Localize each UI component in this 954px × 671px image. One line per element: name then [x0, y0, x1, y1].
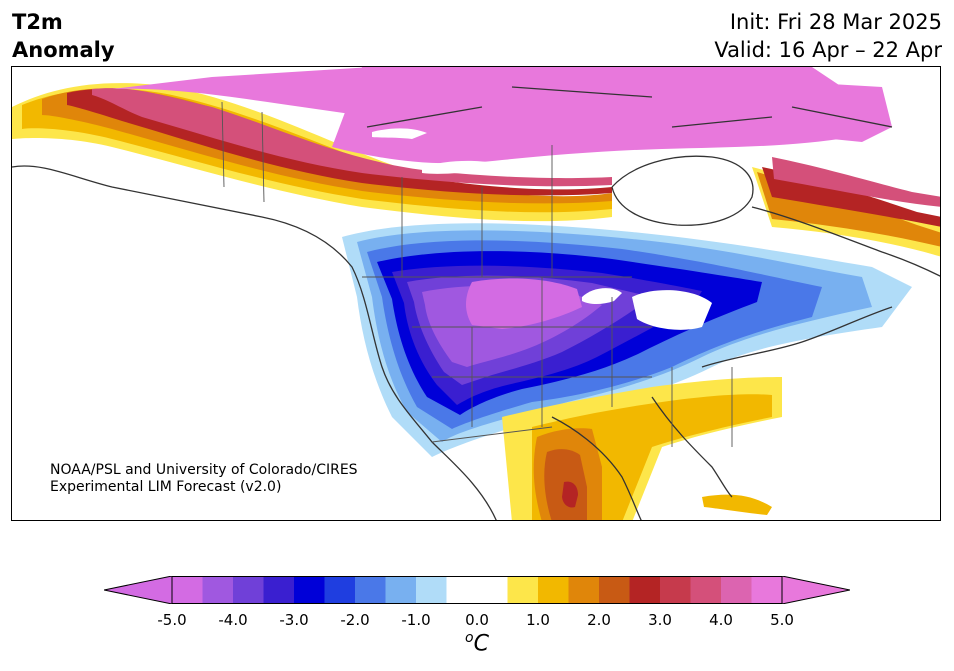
colorbar-tick-label: 0.0 [465, 611, 489, 629]
colorbar-tick-label: -1.0 [401, 611, 431, 629]
credit-line-1: NOAA/PSL and University of Colorado/CIRE… [50, 462, 358, 478]
valid-range: Valid: 16 Apr – 22 Apr [714, 38, 942, 62]
borders [221, 101, 733, 447]
colorbar-cell [324, 576, 356, 604]
colorbar-tick-label: 1.0 [526, 611, 550, 629]
colorbar-cell [660, 576, 691, 604]
colorbar-tick-label: 4.0 [709, 611, 733, 629]
map-canvas [12, 67, 940, 520]
colorbar-cell [538, 576, 569, 604]
colorbar-tick-label: -3.0 [279, 611, 309, 629]
colorbar-cells [172, 576, 783, 604]
colorbar-cell [507, 576, 539, 604]
map-title: T2m Anomaly [12, 8, 115, 64]
colorbar-cell [385, 576, 417, 604]
colorbar-over-arrow [781, 576, 850, 604]
coastlines [12, 86, 940, 520]
init-date: Init: Fri 28 Mar 2025 [729, 10, 942, 34]
colorbar-tick-label: 5.0 [770, 611, 794, 629]
anomaly-map: NOAA/PSL and University of Colorado/CIRE… [11, 66, 941, 521]
colorbar-cell [568, 576, 600, 604]
colorbar-tick-label: -4.0 [218, 611, 248, 629]
colorbar-cell [446, 576, 478, 604]
forecast-dates: Init: Fri 28 Mar 2025 Valid: 16 Apr – 22… [714, 8, 942, 64]
colorbar-cell [233, 576, 264, 604]
colorbar-cell [629, 576, 661, 604]
colorbar-cell [599, 576, 630, 604]
data-credit: NOAA/PSL and University of Colorado/CIRE… [50, 462, 358, 496]
colorbar-tick-label: 3.0 [648, 611, 672, 629]
unit-label: oC [0, 630, 954, 656]
colorbar-cell [263, 576, 295, 604]
colorbar-cell [721, 576, 752, 604]
colorbar-cell [751, 576, 783, 604]
colorbar-cell [690, 576, 722, 604]
title-line-2: Anomaly [12, 38, 115, 62]
colorbar-cell [477, 576, 508, 604]
colorbar [104, 576, 850, 604]
colorbar-tick-label: -5.0 [157, 611, 187, 629]
colorbar-tick-label: 2.0 [587, 611, 611, 629]
credit-line-2: Experimental LIM Forecast (v2.0) [50, 479, 282, 495]
colorbar-cell [202, 576, 234, 604]
colorbar-tick-label: -2.0 [340, 611, 370, 629]
unit-degree: o [465, 630, 474, 646]
colorbar-cell [172, 576, 203, 604]
unit-c: C [473, 631, 489, 657]
colorbar-under-arrow [104, 576, 173, 604]
colorbar-cell [294, 576, 325, 604]
title-line-1: T2m [12, 10, 63, 34]
colorbar-cell [416, 576, 447, 604]
colorbar-cell [355, 576, 386, 604]
